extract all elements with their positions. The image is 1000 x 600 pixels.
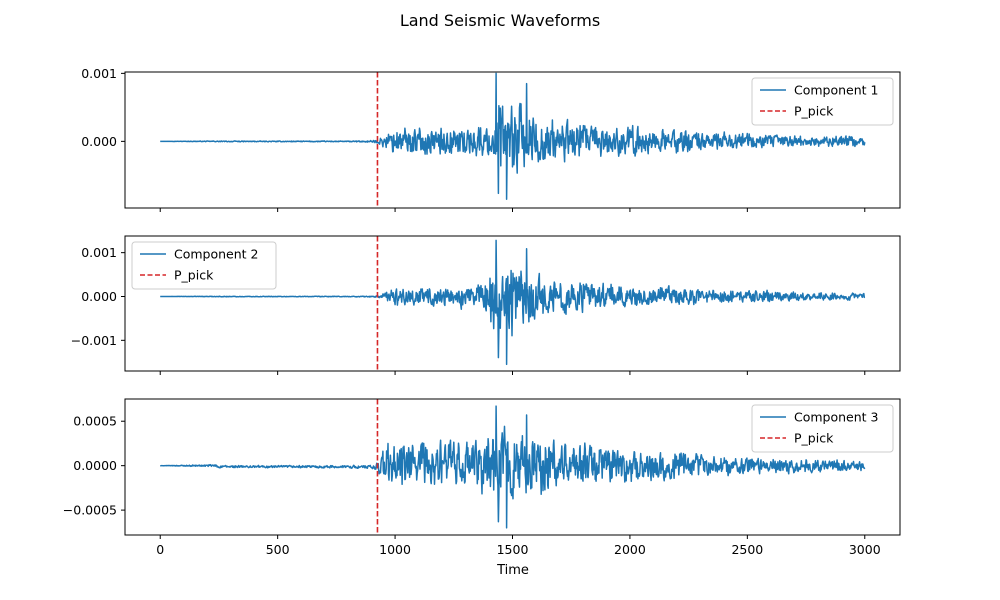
figure-title: Land Seismic Waveforms <box>400 11 600 30</box>
y-tick-label: 0.001 <box>81 245 117 260</box>
legend-box <box>751 77 894 126</box>
x-axis-label: Time <box>496 563 529 578</box>
y-tick-label: −0.001 <box>71 333 117 348</box>
y-tick-label: 0.0005 <box>73 414 117 429</box>
x-tick-label: 1500 <box>497 542 529 557</box>
legend-label-component: Component 1 <box>794 83 879 98</box>
waveform-trace-component-2 <box>159 239 866 366</box>
subplot-1: 0.000 0.001 Component 1 P_pick <box>81 66 901 212</box>
y-tick-label: 0.000 <box>81 134 117 149</box>
legend: Component 1 P_pick <box>751 77 894 126</box>
x-tick-label: 500 <box>266 542 290 557</box>
legend-box <box>131 241 277 290</box>
y-tick-label: 0.001 <box>81 66 117 81</box>
waveform-trace-component-3 <box>159 405 866 529</box>
subplot-2: −0.001 0.000 0.001 Component 2 P_pick <box>71 235 901 375</box>
legend-label-p-pick: P_pick <box>794 104 834 119</box>
x-tick-label: 0 <box>156 542 164 557</box>
legend-label-component: Component 3 <box>794 410 879 425</box>
legend-box <box>751 404 894 453</box>
legend: Component 2 P_pick <box>131 241 277 290</box>
legend: Component 3 P_pick <box>751 404 894 453</box>
waveform-trace-component-1 <box>159 72 866 200</box>
legend-label-p-pick: P_pick <box>794 431 834 446</box>
y-tick-label: 0.000 <box>81 289 117 304</box>
legend-label-p-pick: P_pick <box>174 268 214 283</box>
x-tick-label: 1000 <box>379 542 411 557</box>
subplot-3: −0.0005 0.0000 0.0005 0 500 1000 1500 2000 2500 3… <box>63 398 901 557</box>
y-tick-label: −0.0005 <box>63 503 117 518</box>
legend-label-component: Component 2 <box>174 247 259 262</box>
y-tick-label: 0.0000 <box>73 458 117 473</box>
x-tick-label: 3000 <box>849 542 881 557</box>
x-tick-label: 2500 <box>731 542 763 557</box>
x-tick-label: 2000 <box>614 542 646 557</box>
